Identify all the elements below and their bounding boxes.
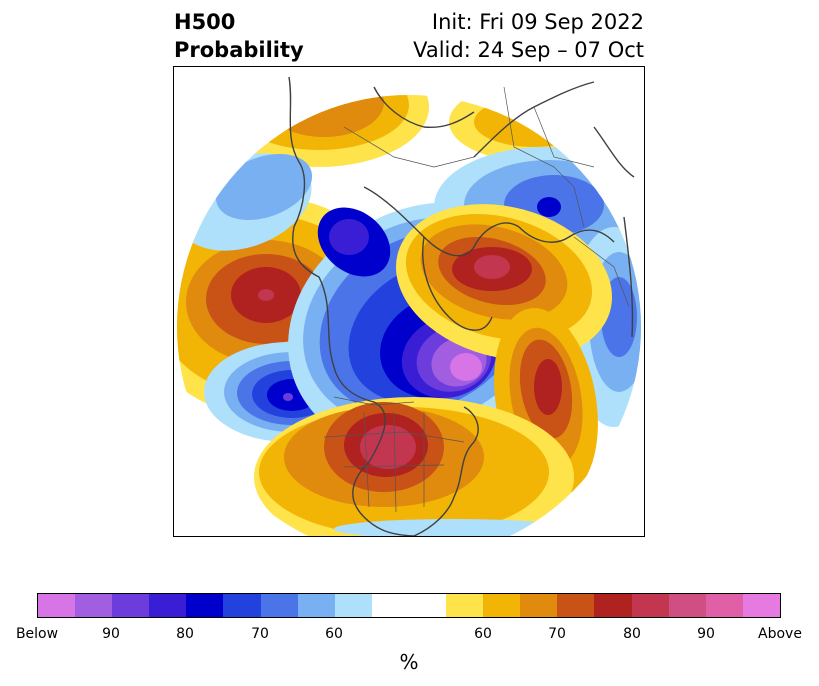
colorbar-segment [112, 594, 150, 617]
colorbar-segment [705, 594, 743, 617]
title-variable: H500 [174, 10, 236, 34]
political-borders [323, 86, 630, 513]
colorbar-tick-label: 80 [176, 626, 194, 642]
colorbar-segment [742, 594, 780, 617]
colorbar-tick-label: Below [15, 626, 59, 642]
colorbar-segment [149, 594, 187, 617]
colorbar [37, 593, 781, 618]
valid-dates: Valid: 24 Sep – 07 Oct [413, 38, 644, 62]
colorbar-segment [446, 594, 484, 617]
colorbar-segment [520, 594, 558, 617]
date-info: Init: Fri 09 Sep 2022 Valid: 24 Sep – 07… [413, 8, 644, 64]
colorbar-segment [631, 594, 669, 617]
colorbar-segment [408, 594, 447, 617]
colorbar-segment [483, 594, 521, 617]
colorbar-segment [297, 594, 335, 617]
colorbar-tick-label: 70 [251, 626, 269, 642]
colorbar-segment [334, 594, 372, 617]
probability-map [173, 66, 645, 537]
colorbar-segment [186, 594, 224, 617]
colorbar-tick-label: 60 [474, 626, 492, 642]
colorbar-segment [594, 594, 632, 617]
colorbar-tick-label: 90 [697, 626, 715, 642]
colorbar-segment [371, 594, 409, 617]
colorbar-tick-label: 70 [548, 626, 566, 642]
title-type: Probability [174, 38, 304, 62]
coastlines [288, 76, 635, 536]
colorbar-segment [260, 594, 298, 617]
map-graphic [177, 76, 641, 536]
colorbar-tick-label: Above [758, 626, 802, 642]
colorbar-tick-label: 60 [325, 626, 343, 642]
colorbar-tick-label: 90 [102, 626, 120, 642]
colorbar-segment [75, 594, 113, 617]
colorbar-segment [557, 594, 595, 617]
colorbar-segment [668, 594, 706, 617]
colorbar-unit: % [399, 650, 419, 674]
colorbar-segment [223, 594, 261, 617]
init-date: Init: Fri 09 Sep 2022 [431, 10, 644, 34]
colorbar-ticks: Below 90 80 70 60 60 70 80 90 Above [0, 626, 819, 648]
chart-title: H500 Probability [174, 8, 304, 64]
colorbar-tick-label: 80 [623, 626, 641, 642]
positive-anomaly-united-states [254, 397, 574, 536]
colorbar-segment [38, 594, 76, 617]
